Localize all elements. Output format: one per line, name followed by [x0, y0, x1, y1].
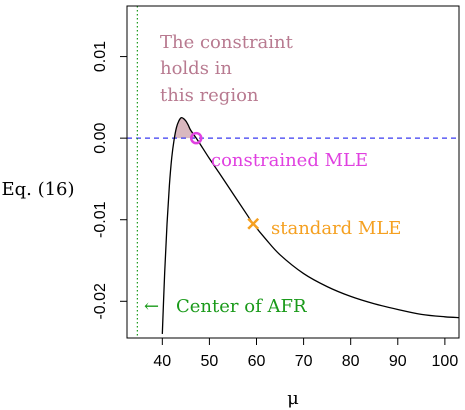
eq16-curve — [161, 116, 459, 334]
region-text-line-3: this region — [160, 85, 259, 106]
y-tick-label: 0.01 — [92, 41, 109, 72]
y-axis: -0.02 -0.01 0.00 0.01 — [92, 41, 127, 320]
constrained-mle-label: constrained MLE — [211, 150, 368, 171]
x-tick-label: 80 — [342, 353, 360, 370]
y-tick-label: 0.00 — [92, 122, 109, 153]
standard-mle-marker-stroke — [247, 217, 260, 230]
x-tick-label: 40 — [153, 353, 171, 370]
standard-mle-marker — [247, 217, 260, 230]
region-text-line-2: holds in — [160, 58, 232, 79]
x-tick-label: 100 — [432, 353, 459, 370]
afr-label: Center of AFR — [176, 296, 307, 317]
afr-arrow: ← — [144, 296, 159, 317]
x-tick-label: 70 — [295, 353, 313, 370]
x-tick-label: 60 — [248, 353, 266, 370]
constraint-region-shade — [174, 117, 197, 139]
mle-markers — [189, 131, 260, 230]
plot-frame — [126, 5, 460, 339]
x-axis-title: μ — [287, 388, 299, 409]
y-tick-label: -0.02 — [92, 283, 109, 320]
standard-mle-label: standard MLE — [271, 218, 401, 239]
x-tick-label: 90 — [389, 353, 407, 370]
region-text-line-1: The constraint — [160, 32, 294, 53]
x-axis: 40 50 60 70 80 90 100 — [153, 338, 458, 370]
y-axis-title: Eq. (16) — [1, 179, 74, 200]
constrained-mle-marker — [189, 131, 203, 145]
x-tick-label: 50 — [201, 353, 219, 370]
y-tick-label: -0.01 — [92, 201, 109, 238]
